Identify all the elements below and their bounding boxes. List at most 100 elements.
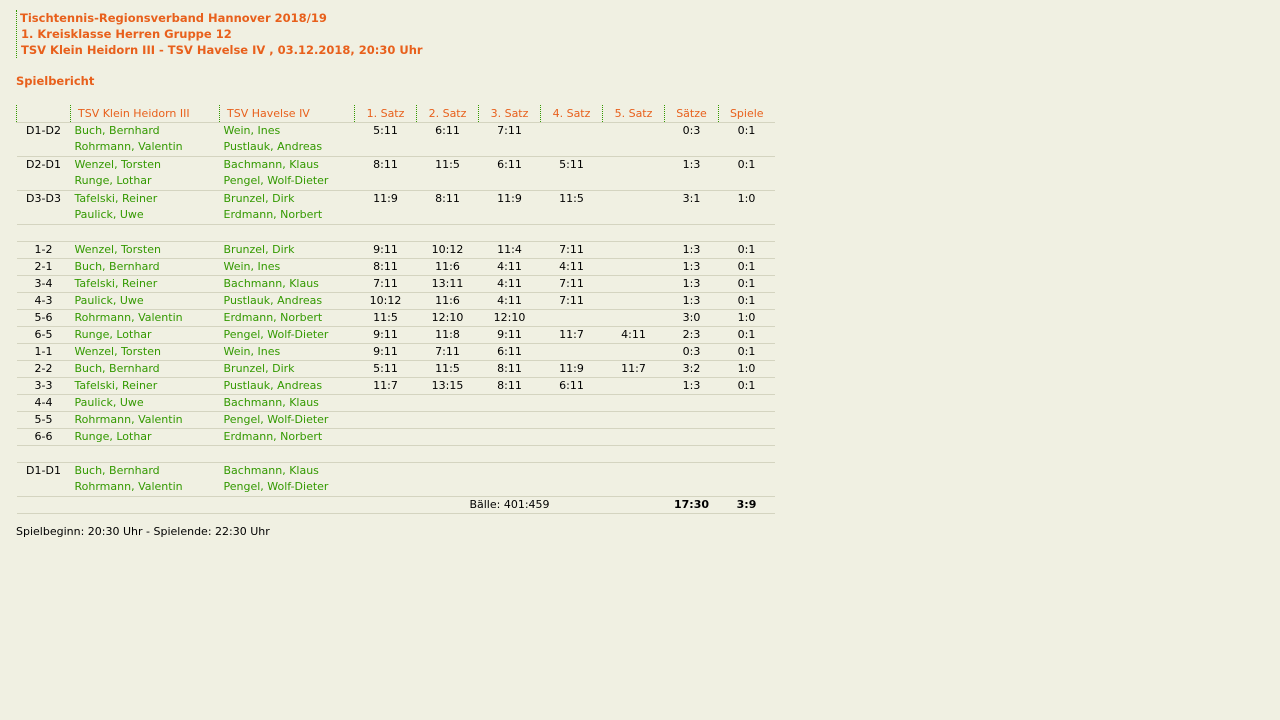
set-score — [602, 275, 665, 293]
table-row: D1-D2 Buch, Bernhard Rohrmann, Valentin Wei… — [16, 122, 775, 157]
set-score — [478, 411, 541, 429]
match-report-table: TSV Klein Heidorn III TSV Havelse IV 1. Sa… — [16, 105, 775, 514]
player-name: Erdmann, Norbert — [223, 311, 323, 324]
set-score — [602, 394, 665, 412]
away-players-cell: Erdmann, Norbert — [219, 428, 355, 446]
player-name: Tafelski, Reiner — [74, 379, 158, 392]
table-row: 2-1 Buch, Bernhard Wein, Ines 8:11 11:6 4:11 4… — [16, 258, 775, 276]
set-score: 11:9 — [540, 360, 603, 378]
sets-result: 2:3 — [664, 326, 719, 344]
set-score — [602, 343, 665, 361]
column-header: 1. Satz — [354, 105, 417, 123]
set-score: 11:5 — [416, 156, 479, 191]
away-players-cell: Wein, Ines — [219, 343, 355, 361]
set-score: 11:7 — [354, 377, 417, 395]
column-header — [16, 105, 71, 123]
player-name: Buch, Bernhard — [74, 124, 160, 137]
spacer-cell — [16, 224, 775, 242]
set-score: 6:11 — [478, 156, 541, 191]
player-name: Brunzel, Dirk — [223, 243, 295, 256]
home-players-cell: Buch, Bernhard Rohrmann, Valentin — [70, 462, 220, 497]
player-name: Paulick, Uwe — [74, 208, 144, 221]
away-players-cell: Pustlauk, Andreas — [219, 377, 355, 395]
sets-result: 0:3 — [664, 343, 719, 361]
table-row: 1-1 Wenzel, Torsten Wein, Ines 9:11 7:11 6:11… — [16, 343, 775, 361]
set-score: 8:11 — [478, 360, 541, 378]
home-players-cell: Buch, Bernhard — [70, 360, 220, 378]
set-score: 9:11 — [354, 343, 417, 361]
set-score: 7:11 — [354, 275, 417, 293]
sets-total: 17:30 — [664, 496, 719, 514]
set-score — [478, 428, 541, 446]
set-score — [602, 258, 665, 276]
player-name: Runge, Lothar — [74, 328, 152, 341]
set-score: 10:12 — [416, 241, 479, 259]
away-players-cell: Brunzel, Dirk — [219, 360, 355, 378]
position-cell: D1-D2 — [16, 122, 71, 157]
set-score: 11:6 — [416, 258, 479, 276]
totals-row: Bälle: 401:459 17:30 3:9 — [16, 496, 775, 514]
position-cell: 4-4 — [16, 394, 71, 412]
player-name: Paulick, Uwe — [74, 294, 144, 307]
column-header: 4. Satz — [540, 105, 603, 123]
table-row: D2-D1 Wenzel, Torsten Runge, Lothar Bachman… — [16, 156, 775, 191]
position-cell: D2-D1 — [16, 156, 71, 191]
away-players-cell: Brunzel, Dirk — [219, 241, 355, 259]
away-players-cell: Bachmann, Klaus — [219, 394, 355, 412]
set-score: 7:11 — [540, 241, 603, 259]
association-title: Tischtennis-Regionsverband Hannover 2018… — [20, 11, 327, 25]
set-score: 4:11 — [478, 292, 541, 310]
set-score: 11:6 — [416, 292, 479, 310]
player-name: Runge, Lothar — [74, 430, 152, 443]
away-players-cell: Bachmann, Klaus Pengel, Wolf-Dieter — [219, 462, 355, 497]
position-cell: 2-2 — [16, 360, 71, 378]
away-players-cell: Wein, Ines Pustlauk, Andreas — [219, 122, 355, 157]
table-row: 6-6 Runge, Lothar Erdmann, Norbert — [16, 428, 775, 446]
set-score: 11:5 — [354, 309, 417, 327]
player-name: Wenzel, Torsten — [74, 243, 161, 256]
set-score: 11:9 — [354, 190, 417, 225]
player-name: Buch, Bernhard — [74, 260, 160, 273]
set-score: 11:4 — [478, 241, 541, 259]
set-score — [602, 122, 665, 157]
set-score — [602, 156, 665, 191]
player-name: Brunzel, Dirk — [223, 362, 295, 375]
home-players-cell: Rohrmann, Valentin — [70, 411, 220, 429]
set-score: 11:9 — [478, 190, 541, 225]
sets-result: 1:3 — [664, 258, 719, 276]
player-name: Buch, Bernhard — [74, 464, 160, 477]
set-score: 8:11 — [416, 190, 479, 225]
sets-result — [664, 428, 719, 446]
sets-result: 3:1 — [664, 190, 719, 225]
column-header: Sätze — [664, 105, 719, 123]
match-result: 0:1 — [718, 343, 775, 361]
set-score — [602, 241, 665, 259]
table-row: 3-4 Tafelski, Reiner Bachmann, Klaus 7:11 13… — [16, 275, 775, 293]
player-name: Pengel, Wolf-Dieter — [223, 480, 329, 493]
player-name: Paulick, Uwe — [74, 396, 144, 409]
player-name: Bachmann, Klaus — [223, 277, 319, 290]
match-result: 0:1 — [718, 156, 775, 191]
match-result — [718, 394, 775, 412]
set-score: 5:11 — [540, 156, 603, 191]
sets-result: 3:2 — [664, 360, 719, 378]
set-score — [416, 411, 479, 429]
position-cell: 5-5 — [16, 411, 71, 429]
set-score: 7:11 — [540, 275, 603, 293]
away-players-cell: Pengel, Wolf-Dieter — [219, 326, 355, 344]
match-result — [718, 462, 775, 497]
match-result: 0:1 — [718, 122, 775, 157]
set-score — [416, 428, 479, 446]
matches-total: 3:9 — [718, 496, 775, 514]
set-score: 7:11 — [478, 122, 541, 157]
player-name: Runge, Lothar — [74, 174, 152, 187]
set-score — [602, 428, 665, 446]
set-score: 11:7 — [602, 360, 665, 378]
spacer-row — [16, 224, 775, 242]
set-score — [602, 411, 665, 429]
sets-result: 1:3 — [664, 241, 719, 259]
position-cell: D1-D1 — [16, 462, 71, 497]
set-score — [354, 394, 417, 412]
set-score: 4:11 — [478, 258, 541, 276]
set-score: 5:11 — [354, 360, 417, 378]
